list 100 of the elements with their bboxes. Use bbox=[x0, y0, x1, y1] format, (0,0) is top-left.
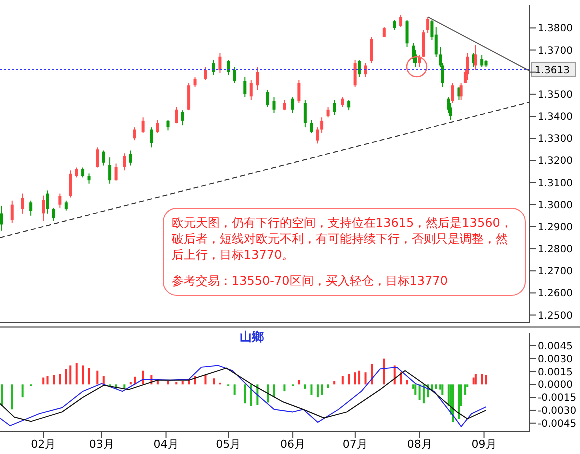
candlestick bbox=[341, 97, 344, 108]
candlestick bbox=[204, 66, 208, 81]
y-tick-label: 0.0030 bbox=[538, 354, 573, 366]
candlestick bbox=[64, 200, 68, 212]
candlestick bbox=[108, 157, 112, 184]
candlestick bbox=[212, 60, 216, 76]
bar bbox=[422, 384, 425, 404]
bar bbox=[354, 372, 356, 385]
candlestick bbox=[304, 100, 307, 128]
candlestick bbox=[102, 150, 106, 166]
candlestick bbox=[358, 60, 361, 78]
candlestick bbox=[250, 80, 253, 101]
bar bbox=[452, 384, 454, 423]
y-tick-label: 1.2900 bbox=[538, 222, 573, 234]
candlestick bbox=[451, 82, 454, 104]
annotation: 欧元天图，仍有下行的空间，支持位在13615，然后是13560，破后者，短线对欧元不利，有可能持续下行，否则只是调整，然后上行，目标13770。 bbox=[172, 215, 514, 263]
bar bbox=[406, 380, 408, 385]
ref-line-label: 1.3613 bbox=[535, 65, 570, 76]
bar bbox=[142, 370, 144, 385]
y-tick-label: 1.2800 bbox=[538, 244, 573, 256]
bar bbox=[310, 384, 313, 395]
candlestick bbox=[283, 100, 286, 112]
candlestick bbox=[150, 127, 154, 148]
candlestick bbox=[256, 66, 260, 91]
candlestick bbox=[129, 150, 132, 166]
candlestick bbox=[218, 52, 222, 74]
y-tick-label: 0.0045 bbox=[538, 341, 573, 352]
y-tick-label: -0.0045 bbox=[538, 418, 577, 430]
candlestick bbox=[181, 110, 184, 126]
candlestick bbox=[291, 97, 294, 114]
candlestick bbox=[272, 97, 276, 114]
x-tick-label: 09月 bbox=[472, 438, 497, 451]
candlestick bbox=[30, 200, 33, 216]
y-tick-label: -0.0030 bbox=[538, 406, 577, 418]
y-tick-label: 1.3000 bbox=[538, 200, 573, 212]
candlestick bbox=[227, 60, 230, 76]
candlestick bbox=[316, 127, 320, 144]
candlestick bbox=[0, 205, 4, 232]
candlestick bbox=[354, 60, 357, 88]
bar bbox=[130, 382, 132, 385]
bar bbox=[442, 384, 444, 395]
bar bbox=[204, 375, 207, 385]
candlestick bbox=[156, 120, 160, 134]
candlestick bbox=[96, 147, 100, 168]
candlestick bbox=[406, 20, 409, 48]
candlestick bbox=[320, 117, 324, 134]
bar bbox=[364, 372, 367, 385]
bar bbox=[334, 381, 336, 385]
y-tick-label: 1.3200 bbox=[538, 156, 573, 168]
candlestick bbox=[393, 20, 396, 31]
candlestick bbox=[175, 106, 178, 124]
bar bbox=[481, 374, 484, 385]
candlestick bbox=[370, 36, 374, 64]
x-tick-label: 02月 bbox=[31, 438, 56, 451]
x-tick-label: 06月 bbox=[280, 438, 306, 451]
candlestick bbox=[69, 170, 72, 198]
bar bbox=[304, 384, 306, 389]
bar bbox=[267, 384, 270, 403]
candlestick bbox=[474, 44, 478, 71]
bar bbox=[244, 384, 246, 404]
y-tick-label: 1.2600 bbox=[538, 288, 573, 300]
candlestick bbox=[58, 193, 62, 208]
bar bbox=[414, 384, 417, 395]
bar bbox=[176, 382, 178, 385]
candlestick bbox=[52, 207, 56, 222]
x-tick-label: 04月 bbox=[154, 438, 179, 451]
y-tick-label: 1.3800 bbox=[538, 24, 573, 35]
y-tick-label: -0.0015 bbox=[538, 393, 577, 404]
candlestick bbox=[480, 54, 484, 68]
candlestick bbox=[21, 193, 24, 214]
y-tick-label: 1.3400 bbox=[538, 112, 573, 124]
candlestick bbox=[46, 190, 50, 214]
bar bbox=[182, 381, 184, 385]
candlestick bbox=[266, 90, 270, 108]
bar bbox=[464, 384, 467, 395]
candlestick bbox=[326, 106, 330, 118]
y-tick-label: 0.0000 bbox=[538, 380, 573, 392]
y-tick-label: 1.2700 bbox=[538, 266, 573, 278]
candlestick bbox=[364, 62, 368, 78]
bar bbox=[284, 384, 286, 392]
candlestick bbox=[42, 195, 46, 222]
candlestick bbox=[88, 173, 91, 184]
bar bbox=[371, 364, 373, 385]
bar bbox=[124, 384, 126, 388]
bar bbox=[167, 381, 170, 385]
bar bbox=[358, 370, 361, 385]
bar bbox=[474, 374, 477, 385]
bar bbox=[273, 384, 276, 398]
candlestick bbox=[400, 14, 403, 28]
bar bbox=[348, 374, 350, 385]
candlestick bbox=[310, 120, 314, 134]
bar bbox=[400, 372, 402, 385]
candlestick bbox=[466, 52, 470, 81]
candlestick bbox=[460, 82, 463, 101]
bar bbox=[327, 384, 330, 388]
candlestick bbox=[133, 127, 136, 142]
y-tick-label: 0.0015 bbox=[538, 367, 573, 378]
bar bbox=[472, 378, 475, 385]
bar bbox=[250, 384, 252, 406]
bar bbox=[102, 376, 105, 385]
